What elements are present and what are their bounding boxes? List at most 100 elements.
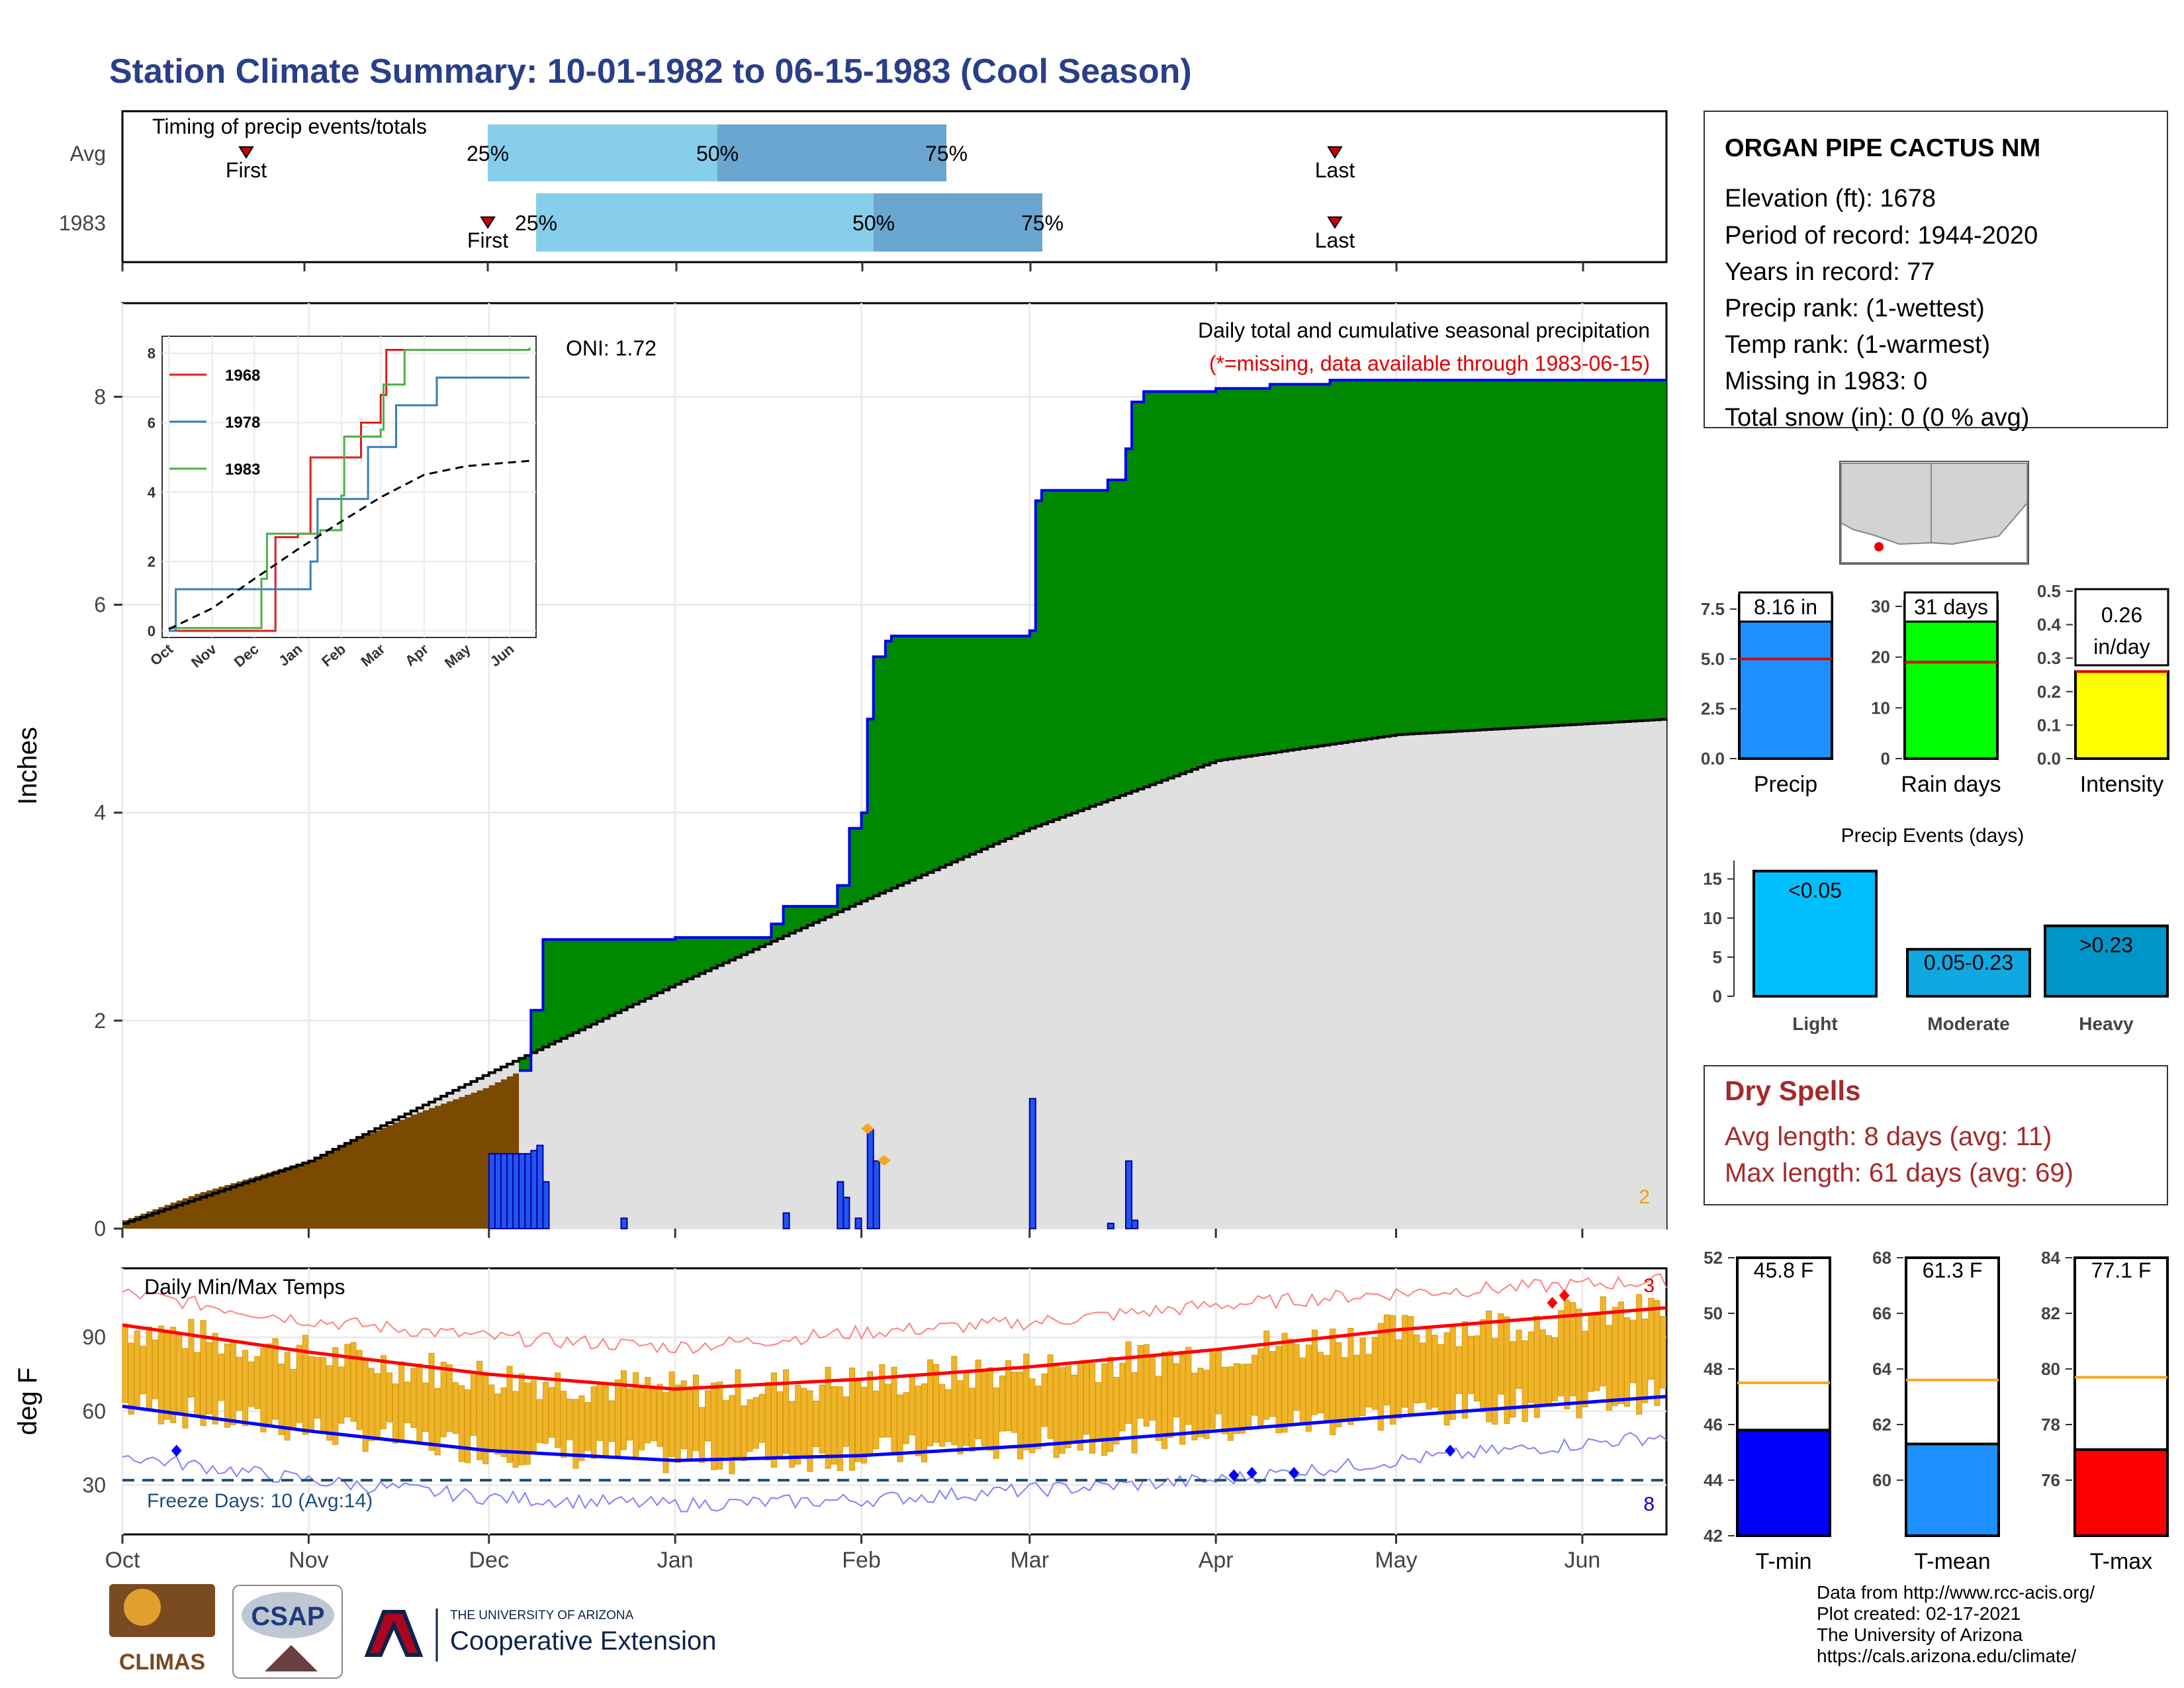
inset-line-1978 xyxy=(169,376,529,632)
temp-summary-0-tick-44: 44 xyxy=(1704,1470,1723,1490)
daily-temp-bar xyxy=(200,1320,206,1427)
daily-temp-bar xyxy=(290,1369,296,1430)
daily-precip-bar xyxy=(488,1152,496,1229)
daily-temp-bar xyxy=(398,1361,405,1442)
daily-precip-bar xyxy=(512,1152,520,1229)
precip-y-tick-6: 6 xyxy=(94,593,106,617)
temp-summary-1-tick-60: 60 xyxy=(1872,1470,1891,1490)
summary-bar-precip xyxy=(1738,594,1833,760)
daily-temp-bar xyxy=(897,1394,903,1462)
daily-temp-bar xyxy=(1365,1354,1372,1408)
precip-y-tick-0: 0 xyxy=(94,1217,106,1241)
daily-temp-bar xyxy=(452,1382,459,1434)
daily-temp-bar xyxy=(356,1350,363,1430)
daily-temp-bar xyxy=(885,1383,891,1438)
daily-temp-bar xyxy=(1047,1354,1054,1439)
daily-temp-bar xyxy=(350,1342,357,1422)
precip-note-missing: (*=missing, data available through 1983-… xyxy=(1209,352,1650,375)
daily-temp-bar xyxy=(723,1399,729,1457)
daily-temp-bar xyxy=(242,1350,249,1427)
station-name: ORGAN PIPE CACTUS NM xyxy=(1725,134,2040,162)
daily-temp-bar xyxy=(1305,1344,1312,1432)
daily-temp-bar xyxy=(428,1352,435,1451)
daily-temp-bar xyxy=(987,1367,993,1451)
daily-temp-bar xyxy=(915,1385,921,1456)
daily-temp-bar xyxy=(1336,1342,1342,1427)
daily-temp-bar xyxy=(1293,1344,1300,1411)
events-x-tick-heavy: Heavy xyxy=(2079,1013,2134,1034)
daily-temp-bar xyxy=(1371,1336,1378,1410)
daily-temp-bar xyxy=(801,1387,807,1456)
daily-temp-bar xyxy=(1461,1321,1468,1419)
above-average-fill xyxy=(519,380,1666,1071)
early-season-fill xyxy=(122,1073,520,1229)
daily-temp-bar xyxy=(1539,1329,1546,1405)
daily-temp-bar xyxy=(1185,1346,1192,1425)
daily-temp-bar xyxy=(1311,1329,1318,1415)
daily-temp-bar xyxy=(1426,1326,1432,1410)
timing-panel: Timing of precip events/totals Avg 1983 … xyxy=(59,110,1668,271)
summary-2-tick-5: 0.5 xyxy=(2037,581,2061,601)
avg-cumulative-line xyxy=(122,718,1668,1225)
temp-summary-1-tick-64: 64 xyxy=(1872,1359,1891,1379)
daily-temp-bar xyxy=(1191,1372,1198,1440)
daily-temp-bar xyxy=(272,1338,279,1420)
temp-x-tick-labels: Oct Nov Dec Jan Feb Mar Apr May Jun xyxy=(105,1534,1600,1573)
daily-temp-bar xyxy=(1101,1363,1108,1456)
station-elevation: Elevation (ft): 1678 xyxy=(1725,185,1936,212)
daily-temp-bar xyxy=(194,1352,201,1417)
daily-temp-bar xyxy=(1347,1328,1354,1425)
daily-temp-bar xyxy=(867,1371,874,1454)
temp-summary-2-tick-82: 82 xyxy=(2041,1303,2060,1323)
temp-summary-2-tick-76: 76 xyxy=(2041,1470,2060,1490)
summary-bar-rain-days xyxy=(1903,600,1999,760)
daily-temp-bar xyxy=(164,1333,171,1420)
csap-mountain-icon xyxy=(265,1645,318,1671)
daily-temp-bar xyxy=(296,1344,302,1423)
summary-2-tick-1: 0.1 xyxy=(2037,715,2061,735)
temp-extreme-marker xyxy=(1228,1469,1240,1481)
daily-precip-bar xyxy=(1107,1223,1115,1230)
summary-0-tick-3: 7.5 xyxy=(1701,599,1725,619)
daily-precip-bar xyxy=(524,1152,532,1229)
summary-value-label: 8.16 in xyxy=(1754,595,1817,619)
daily-temp-bar xyxy=(1486,1311,1492,1423)
daily-temp-bar xyxy=(1017,1372,1024,1460)
csap-logo: CSAP xyxy=(232,1585,343,1679)
inset-line-average xyxy=(168,459,530,630)
temp-title: Daily Min/Max Temps xyxy=(144,1275,345,1299)
daily-temp-bar xyxy=(578,1395,585,1461)
daily-temp-bar xyxy=(446,1364,453,1432)
ua-logo: THE UNIVERSITY OF ARIZONA Cooperative Ex… xyxy=(364,1609,716,1662)
daily-temp-bar xyxy=(842,1396,849,1447)
daily-precip-bar xyxy=(620,1217,628,1229)
temp-summary-1-tick-68: 68 xyxy=(1872,1248,1891,1268)
temp-y-tick-60: 60 xyxy=(82,1399,106,1423)
daily-precip-bar xyxy=(1028,1098,1036,1230)
timing-1983-bar-25-50 xyxy=(536,193,874,252)
daily-temp-bar xyxy=(662,1391,669,1474)
daily-temp-bar xyxy=(590,1386,597,1459)
events-bar-label: 0.05-0.23 xyxy=(1924,951,2013,974)
temp-x-tick-Feb: Feb xyxy=(842,1548,881,1573)
daily-temp-bar xyxy=(698,1407,705,1464)
daily-temp-bar xyxy=(1275,1346,1282,1434)
daily-temp-bar xyxy=(1474,1335,1480,1402)
daily-temp-bar xyxy=(1623,1317,1631,1407)
daily-temp-bar xyxy=(831,1386,837,1465)
daily-temp-bar xyxy=(1125,1341,1132,1424)
daily-temp-bar xyxy=(1498,1313,1504,1395)
temp-extreme-marker xyxy=(1445,1444,1456,1457)
daily-temp-bar xyxy=(260,1348,267,1432)
daily-temp-bar xyxy=(530,1380,537,1455)
summary-0-tick-0: 0.0 xyxy=(1701,749,1725,769)
precip-note-main: Daily total and cumulative seasonal prec… xyxy=(1198,318,1650,342)
temp-panel: 30 60 90 Daily Min/Max Temps deg F Freeze … xyxy=(13,1267,1668,1573)
inset-y-tick-6: 6 xyxy=(148,415,156,432)
daily-temp-bar xyxy=(1077,1361,1083,1450)
temp-summary-0-tick-52: 52 xyxy=(1704,1248,1723,1268)
daily-precip-bars xyxy=(121,1098,1584,1238)
timing-row-1983-label: 1983 xyxy=(59,211,106,235)
temp-summary-1-tick-62: 62 xyxy=(1872,1415,1891,1434)
